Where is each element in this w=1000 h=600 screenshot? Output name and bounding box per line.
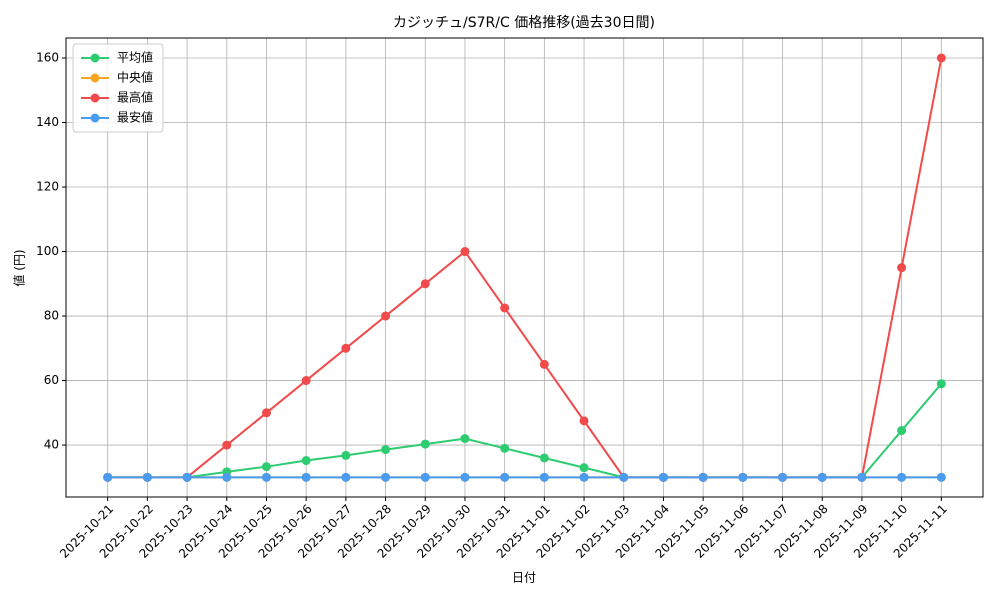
point [579, 463, 589, 473]
point [420, 439, 430, 449]
point [420, 472, 430, 482]
legend-label: 最安値 [117, 110, 153, 125]
point [222, 472, 232, 482]
legend-marker [90, 93, 100, 103]
legend-marker [90, 113, 100, 123]
y-tick-label: 120 [36, 180, 59, 194]
point [936, 379, 946, 389]
point [500, 303, 510, 313]
point [738, 472, 748, 482]
point [500, 443, 510, 453]
point [420, 279, 430, 289]
y-tick-label: 140 [36, 115, 59, 129]
legend-label: 中央値 [117, 70, 153, 85]
point [341, 472, 351, 482]
point [261, 462, 271, 472]
legend-marker [90, 73, 100, 83]
y-tick-label: 100 [36, 244, 59, 258]
point [619, 472, 629, 482]
plot-frame [65, 37, 984, 498]
point [301, 456, 311, 466]
point [539, 359, 549, 369]
point [936, 472, 946, 482]
point [381, 311, 391, 321]
point [897, 472, 907, 482]
point [857, 472, 867, 482]
point [301, 472, 311, 482]
point [341, 343, 351, 353]
y-tick-label: 40 [44, 438, 59, 452]
point [381, 472, 391, 482]
y-tick-label: 160 [36, 50, 59, 64]
point [341, 450, 351, 460]
point [658, 472, 668, 482]
point [936, 53, 946, 63]
point [142, 472, 152, 482]
legend-box [72, 43, 164, 133]
point [460, 434, 470, 444]
point [817, 472, 827, 482]
point [460, 247, 470, 257]
point [897, 426, 907, 436]
legend-marker [90, 53, 100, 63]
y-tick-label: 80 [44, 309, 59, 323]
point [897, 263, 907, 273]
y-axis-label: 値 (円) [12, 249, 27, 286]
point [698, 472, 708, 482]
legend-label: 最高値 [117, 90, 153, 105]
legend-label: 平均値 [117, 50, 153, 65]
point [261, 472, 271, 482]
point [778, 472, 788, 482]
point [579, 472, 589, 482]
point [261, 408, 271, 418]
point [539, 472, 549, 482]
point [301, 376, 311, 386]
point [182, 472, 192, 482]
point [579, 416, 589, 426]
point [500, 472, 510, 482]
point [539, 453, 549, 463]
y-tick-label: 60 [44, 373, 59, 387]
point [222, 440, 232, 450]
point [103, 472, 113, 482]
point [460, 472, 470, 482]
point [381, 445, 391, 455]
x-axis-label: 日付 [512, 571, 536, 585]
chart-title: カジッチュ/S7R/C 価格推移(過去30日間) [393, 15, 655, 31]
